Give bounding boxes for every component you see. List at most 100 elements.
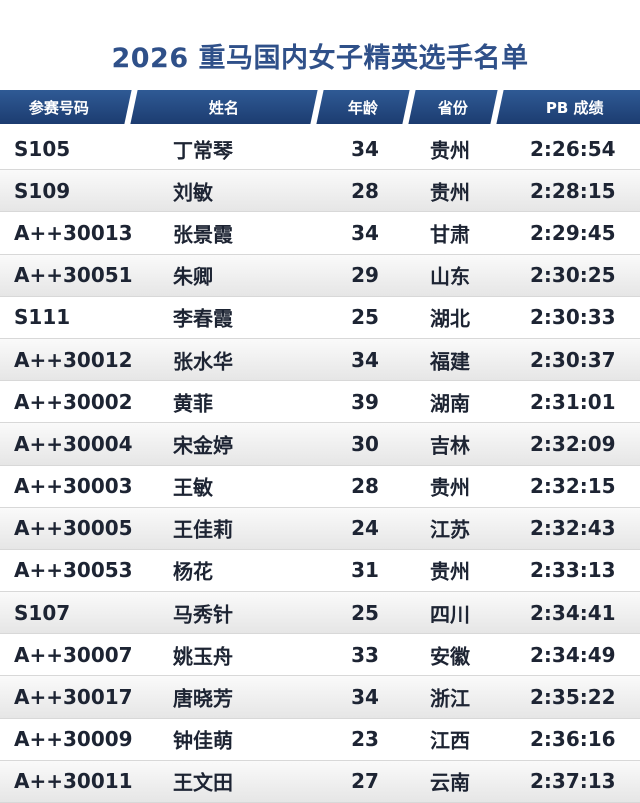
table-row: S111 李春霞 25 湖北 2:30:33 (0, 297, 640, 339)
pb-cell: 2:32:43 (530, 516, 616, 541)
table-row: A++30007 姚玉舟 33 安徽 2:34:49 (0, 634, 640, 677)
age-cell: 34 (351, 136, 379, 161)
name-cell: 李春霞 (173, 306, 233, 331)
column-header-bib: 参赛号码 (0, 90, 132, 124)
age-cell: 24 (351, 516, 379, 541)
province-cell: 贵州 (430, 180, 470, 205)
pb-cell: 2:26:54 (530, 136, 616, 161)
bib-cell: A++30007 (14, 642, 133, 667)
name-cell: 张水华 (173, 349, 233, 374)
column-header-name: 姓名 (130, 90, 318, 124)
province-cell: 贵州 (430, 559, 470, 584)
table-header: 参赛号码 姓名 年龄 省份 PB 成绩 (0, 90, 640, 124)
pb-cell: 2:35:22 (530, 685, 616, 710)
province-cell: 吉林 (430, 433, 470, 458)
name-cell: 朱卿 (173, 264, 213, 289)
age-cell: 28 (351, 178, 379, 203)
pb-cell: 2:34:49 (530, 642, 616, 667)
name-cell: 张景霞 (173, 222, 233, 247)
bib-cell: A++30002 (14, 389, 133, 414)
column-header-label: 省份 (437, 98, 468, 117)
table-row: S105 丁常琴 34 贵州 2:26:54 (0, 128, 640, 171)
bib-cell: A++30003 (14, 474, 133, 499)
column-header-pb: PB 成绩 (496, 90, 640, 124)
bib-cell: S109 (14, 178, 71, 203)
bib-cell: A++30017 (14, 685, 133, 710)
bib-cell: A++30009 (14, 727, 133, 752)
table-row: A++30053 杨花 31 贵州 2:33:13 (0, 550, 640, 593)
pb-cell: 2:29:45 (530, 220, 616, 245)
name-cell: 王佳莉 (173, 517, 233, 542)
age-cell: 34 (351, 220, 379, 245)
table-row: A++30051 朱卿 29 山东 2:30:25 (0, 254, 640, 297)
bib-cell: A++30051 (14, 263, 133, 288)
province-cell: 贵州 (430, 475, 470, 500)
province-cell: 江苏 (430, 517, 470, 542)
age-cell: 33 (351, 642, 379, 667)
name-cell: 王文田 (173, 770, 233, 795)
bib-cell: A++30012 (14, 347, 133, 372)
pb-cell: 2:32:15 (530, 474, 616, 499)
table-row: S107 马秀针 25 四川 2:34:41 (0, 592, 640, 635)
pb-cell: 2:30:25 (530, 263, 616, 288)
bib-cell: A++30011 (14, 769, 133, 794)
province-cell: 江西 (430, 728, 470, 753)
table-row: A++30012 张水华 34 福建 2:30:37 (0, 338, 640, 382)
bib-cell: A++30013 (14, 220, 133, 245)
age-cell: 30 (351, 431, 379, 456)
table-row: A++30013 张景霞 34 甘肃 2:29:45 (0, 212, 640, 255)
column-header-label: PB 成绩 (546, 98, 604, 117)
table-row: A++30011 王文田 27 云南 2:37:13 (0, 760, 640, 803)
pb-cell: 2:36:16 (530, 727, 616, 752)
bib-cell: A++30005 (14, 516, 133, 541)
province-cell: 湖北 (430, 306, 470, 331)
bib-cell: S107 (14, 600, 71, 625)
bib-cell: A++30004 (14, 431, 133, 456)
name-cell: 刘敏 (173, 180, 213, 205)
name-cell: 宋金婷 (173, 433, 233, 458)
name-cell: 唐晓芳 (173, 686, 233, 711)
age-cell: 29 (351, 263, 379, 288)
name-cell: 王敏 (173, 475, 213, 500)
province-cell: 云南 (430, 770, 470, 795)
age-cell: 34 (351, 685, 379, 710)
name-cell: 钟佳萌 (173, 728, 233, 753)
table-row: A++30003 王敏 28 贵州 2:32:15 (0, 466, 640, 508)
bib-cell: S111 (14, 305, 71, 330)
column-header-age: 年龄 (316, 90, 410, 124)
table-row: A++30005 王佳莉 24 江苏 2:32:43 (0, 507, 640, 550)
pb-cell: 2:32:09 (530, 431, 616, 456)
province-cell: 浙江 (430, 686, 470, 711)
province-cell: 甘肃 (430, 222, 470, 247)
age-cell: 25 (351, 600, 379, 625)
age-cell: 31 (351, 558, 379, 583)
province-cell: 湖南 (430, 391, 470, 416)
age-cell: 25 (351, 305, 379, 330)
column-header-label: 年龄 (347, 98, 378, 117)
page-title: 2026 重马国内女子精英选手名单 (111, 43, 529, 74)
pb-cell: 2:34:41 (530, 600, 616, 625)
province-cell: 福建 (430, 349, 470, 374)
age-cell: 34 (351, 347, 379, 372)
table-row: A++30009 钟佳萌 23 江西 2:36:16 (0, 719, 640, 761)
name-cell: 姚玉舟 (173, 644, 233, 669)
column-header-label: 参赛号码 (28, 98, 89, 117)
pb-cell: 2:33:13 (530, 558, 616, 583)
bib-cell: A++30053 (14, 558, 133, 583)
pb-cell: 2:31:01 (530, 389, 616, 414)
table-row: A++30004 宋金婷 30 吉林 2:32:09 (0, 423, 640, 466)
name-cell: 马秀针 (173, 602, 233, 627)
age-cell: 27 (351, 769, 379, 794)
age-cell: 23 (351, 727, 379, 752)
province-cell: 山东 (430, 264, 470, 289)
age-cell: 39 (351, 389, 379, 414)
name-cell: 丁常琴 (173, 138, 233, 163)
column-header-province: 省份 (408, 90, 498, 124)
age-cell: 28 (351, 474, 379, 499)
pb-cell: 2:30:37 (530, 347, 616, 372)
pb-cell: 2:28:15 (530, 178, 616, 203)
name-cell: 杨花 (173, 559, 213, 584)
pb-cell: 2:37:13 (530, 769, 616, 794)
name-cell: 黄菲 (173, 391, 213, 416)
column-header-label: 姓名 (208, 98, 239, 117)
